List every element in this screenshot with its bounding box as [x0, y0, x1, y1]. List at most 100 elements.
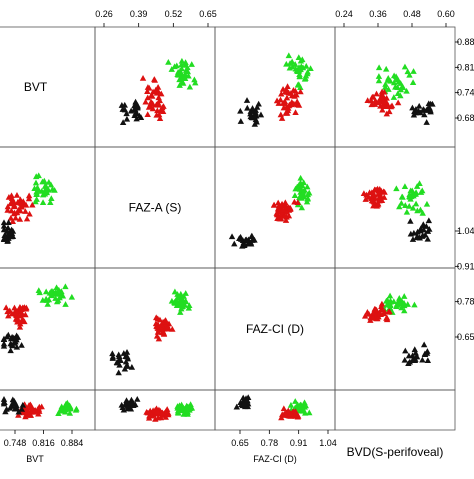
data-point [41, 177, 48, 184]
data-point [154, 83, 162, 90]
data-point [178, 292, 185, 299]
data-point [425, 100, 432, 107]
data-point [274, 199, 282, 206]
data-point [25, 195, 33, 202]
data-point [47, 199, 54, 206]
right-tick-label: 0.748 [457, 88, 474, 98]
right-tick-label: 1.04 [457, 226, 474, 236]
bottom-tick-label: 0.884 [61, 438, 84, 448]
data-point [419, 232, 426, 238]
data-point [153, 314, 160, 321]
data-point [295, 54, 302, 61]
data-point [41, 190, 49, 197]
data-point [306, 409, 313, 416]
variable-label-0: BVT [24, 80, 48, 94]
data-point [18, 311, 25, 317]
right-tick-label: 0.816 [457, 62, 474, 72]
data-point [4, 308, 11, 315]
data-point [293, 183, 301, 190]
data-point [178, 61, 185, 68]
data-point [191, 76, 198, 83]
bottom-axis-label: FAZ-CI (D) [253, 454, 297, 464]
data-point [115, 369, 122, 376]
data-point [396, 203, 403, 210]
data-point [276, 215, 283, 222]
data-point [58, 288, 65, 295]
data-point [413, 234, 421, 241]
data-point [182, 290, 189, 296]
data-point [171, 288, 179, 295]
data-point [370, 198, 378, 205]
data-point [299, 406, 307, 413]
data-point [17, 196, 24, 203]
data-point [292, 398, 299, 404]
data-point [409, 79, 417, 85]
data-point [401, 356, 408, 363]
data-point [142, 98, 149, 105]
data-point [383, 297, 390, 304]
data-point [282, 110, 289, 116]
data-point [376, 197, 383, 204]
data-point [178, 65, 185, 72]
data-point [372, 306, 379, 312]
data-point [11, 203, 18, 210]
data-point [303, 62, 310, 69]
data-point [406, 71, 413, 78]
data-point [277, 111, 285, 118]
data-point [2, 304, 10, 311]
data-point [238, 236, 245, 242]
data-point [146, 84, 153, 91]
data-point [401, 293, 408, 299]
data-point [410, 192, 417, 199]
data-point [304, 195, 311, 202]
data-point [35, 405, 43, 412]
data-point [113, 359, 121, 366]
data-point [36, 289, 43, 296]
data-point [160, 331, 168, 337]
data-point [282, 199, 289, 206]
data-point [287, 401, 295, 408]
data-point [392, 83, 399, 90]
bottom-tick-label: 1.04 [319, 438, 337, 448]
data-point [139, 75, 147, 81]
data-point [151, 76, 158, 82]
data-point [122, 353, 129, 360]
data-point [144, 409, 152, 416]
data-point [368, 97, 375, 104]
data-point [396, 294, 403, 301]
data-point [157, 414, 165, 421]
data-point [144, 94, 151, 101]
data-point [0, 340, 8, 347]
data-point [0, 236, 8, 243]
data-point [66, 409, 74, 416]
data-point [5, 312, 12, 319]
data-point [155, 322, 162, 328]
data-point [39, 296, 46, 303]
variable-label-1: FAZ-A (S) [129, 201, 182, 215]
variable-label-3: BVD(S-perifoveal) [347, 445, 444, 459]
data-point [284, 83, 291, 89]
data-point [26, 210, 33, 217]
data-point [3, 406, 10, 412]
data-point [164, 323, 171, 330]
data-point [401, 63, 409, 70]
top-tick-label: 0.65 [199, 9, 217, 19]
data-point [176, 82, 183, 88]
data-point [411, 301, 418, 308]
data-point [62, 301, 69, 307]
data-point [17, 207, 24, 214]
bottom-tick-label: 0.91 [290, 438, 308, 448]
data-point [390, 298, 398, 304]
data-point [295, 102, 303, 108]
data-point [62, 400, 70, 407]
data-point [12, 315, 20, 322]
data-point [423, 349, 431, 356]
panel-border [214, 389, 336, 431]
data-point [426, 104, 433, 111]
data-point [15, 411, 22, 418]
data-point [375, 77, 383, 84]
data-point [405, 352, 413, 359]
data-point [394, 76, 402, 83]
data-point [244, 104, 251, 111]
